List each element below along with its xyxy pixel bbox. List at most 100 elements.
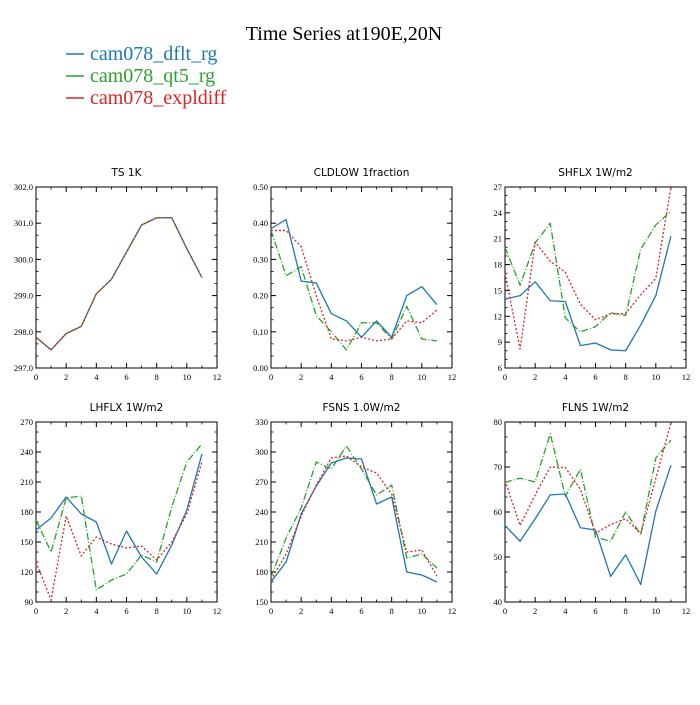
x-tick-label: 8 [624,606,628,616]
legend: cam078_dflt_rgcam078_qt5_rgcam078_expldi… [66,43,227,109]
series-line-cam078_dflt_rg [270,457,438,583]
series-line-cam078_expldiff [271,229,438,342]
y-tick-label: 300.0 [14,254,33,264]
y-tick-label: 21 [494,234,503,244]
x-tick-label: 6 [124,372,128,382]
y-tick-label: 302.0 [14,182,33,192]
x-tick-label: 10 [183,372,192,382]
y-tick-label: 0.10 [253,327,268,337]
x-tick-label: 8 [624,372,628,382]
y-tick-label: 299.0 [14,291,33,301]
x-tick-label: 10 [418,372,427,382]
y-tick-label: 297.0 [14,363,33,373]
y-tick-label: 210 [255,537,268,547]
panel-title: LHFLX 1W/m2 [90,402,164,414]
series-line-cam078_dflt_rg [35,453,203,575]
y-tick-label: 12 [494,311,503,321]
y-tick-label: 24 [494,208,503,218]
x-tick-label: 6 [359,372,363,382]
x-tick-label: 6 [124,606,128,616]
y-tick-label: 301.0 [14,218,33,228]
y-tick-label: 180 [20,507,33,517]
x-tick-label: 6 [359,606,363,616]
x-tick-label: 10 [418,606,427,616]
series-line-cam078_dflt_rg [504,235,672,352]
x-tick-label: 12 [682,606,691,616]
x-tick-label: 0 [269,372,273,382]
y-tick-label: 150 [255,597,268,607]
x-tick-label: 2 [64,606,68,616]
panel-title: CLDLOW 1fraction [314,167,410,179]
panel-0: TS 1K 297.0 298.0 299.0 300.0 301.0 302.0 0 2 4 6 8… [14,167,221,382]
panel-1: CLDLOW 1fraction 0.00 0.10 0.20 0.30 0.40 0.50… [253,167,456,382]
x-tick-label: 0 [34,372,38,382]
x-tick-label: 4 [563,372,568,382]
y-tick-label: 0.30 [253,254,268,264]
x-tick-label: 6 [593,372,597,382]
y-tick-label: 240 [20,447,33,457]
x-tick-label: 2 [299,606,303,616]
plot-frame [270,186,453,369]
legend-label-cam078_qt5_rg: cam078_qt5_rg [90,65,215,87]
panel-4: FSNS 1.0W/m2 150 180 210 240 270 300 330 0 2 4 6 8 10… [255,402,456,616]
x-tick-label: 10 [652,606,661,616]
x-tick-label: 10 [652,372,661,382]
legend-label-cam078_dflt_rg: cam078_dflt_rg [90,43,217,65]
x-tick-label: 2 [533,372,537,382]
series-line-cam078_expldiff [35,217,203,351]
x-tick-label: 4 [94,606,99,616]
y-tick-label: 270 [255,477,268,487]
y-tick-label: 180 [255,567,268,577]
x-tick-label: 8 [155,606,159,616]
x-tick-label: 12 [682,372,691,382]
x-tick-label: 8 [390,372,394,382]
y-tick-label: 210 [20,477,33,487]
panel-title: SHFLX 1W/m2 [558,167,633,179]
y-tick-label: 0.00 [253,363,268,373]
y-tick-label: 0.40 [253,218,268,228]
plot-frame [504,421,687,603]
series-line-cam078_qt5_rg [35,217,203,351]
panel-title: TS 1K [111,167,143,179]
x-tick-label: 2 [533,606,537,616]
series-line-cam078_expldiff [504,186,672,350]
x-tick-label: 12 [448,372,457,382]
y-tick-label: 90 [25,597,34,607]
y-tick-label: 6 [498,363,502,373]
x-tick-label: 2 [64,372,68,382]
series-line-cam078_expldiff [270,455,438,581]
x-tick-label: 8 [155,372,159,382]
legend-label-cam078_expldiff: cam078_expldiff [90,87,227,109]
panel-title: FSNS 1.0W/m2 [323,402,401,414]
figure-title: Time Series at190E,20N [246,23,442,45]
x-tick-label: 6 [593,606,597,616]
panel-title: FLNS 1W/m2 [562,402,629,414]
y-tick-label: 60 [494,507,503,517]
y-tick-label: 18 [494,260,503,270]
y-tick-label: 9 [498,337,502,347]
y-tick-label: 0.20 [253,291,268,301]
x-tick-label: 0 [34,606,38,616]
y-tick-label: 80 [494,417,503,427]
series-line-cam078_qt5_rg [504,433,672,542]
y-tick-label: 240 [255,507,268,517]
series-line-cam078_qt5_rg [35,443,203,591]
series-line-cam078_expldiff [35,461,203,601]
y-tick-label: 27 [494,182,503,192]
series-line-cam078_expldiff [504,422,672,535]
x-tick-label: 4 [94,372,99,382]
y-tick-label: 330 [255,417,268,427]
x-tick-label: 0 [503,372,507,382]
series-line-cam078_qt5_rg [270,230,437,351]
y-tick-label: 270 [20,417,33,427]
x-tick-label: 0 [269,606,273,616]
plot-frame [270,421,453,603]
y-tick-label: 150 [20,537,33,547]
x-tick-label: 2 [299,372,303,382]
series-line-cam078_qt5_rg [504,210,672,333]
series-line-cam078_qt5_rg [270,445,438,578]
x-tick-label: 4 [563,606,568,616]
